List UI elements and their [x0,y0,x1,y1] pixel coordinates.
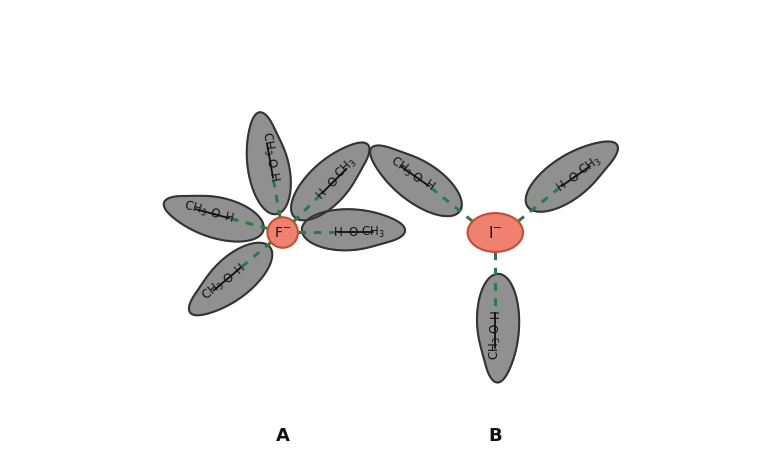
Polygon shape [477,274,519,383]
Text: CH$_3$: CH$_3$ [200,277,228,304]
Text: O: O [209,207,220,222]
Text: H: H [314,186,330,201]
Text: O: O [409,169,424,186]
Text: O: O [349,226,358,239]
Text: CH$_3$: CH$_3$ [361,225,384,240]
Polygon shape [163,196,264,242]
Polygon shape [291,142,370,220]
Text: H: H [422,178,436,194]
Text: I$^{-}$: I$^{-}$ [488,225,503,240]
Text: A: A [275,427,289,445]
Text: H: H [266,173,280,183]
Text: CH$_3$: CH$_3$ [258,131,276,157]
Text: H: H [334,226,342,239]
Text: O: O [221,270,237,286]
Text: F$^{-}$: F$^{-}$ [274,226,291,239]
Polygon shape [247,112,291,214]
Text: H: H [489,309,502,318]
Text: O: O [325,175,341,190]
Text: CH$_3$: CH$_3$ [387,153,415,179]
Circle shape [268,217,298,248]
Text: O: O [263,157,278,168]
Text: CH$_3$: CH$_3$ [333,155,360,182]
Text: O: O [489,324,502,333]
Text: H: H [223,211,235,226]
Ellipse shape [468,213,523,252]
Polygon shape [370,146,462,216]
Text: O: O [566,169,582,186]
Text: B: B [489,427,502,445]
Text: CH$_3$: CH$_3$ [576,153,604,179]
Text: H: H [554,178,569,194]
Text: H: H [233,260,247,276]
Text: CH$_3$: CH$_3$ [182,199,209,219]
Polygon shape [302,209,405,250]
Polygon shape [189,243,272,315]
Polygon shape [526,141,618,212]
Text: CH$_3$: CH$_3$ [488,336,503,360]
